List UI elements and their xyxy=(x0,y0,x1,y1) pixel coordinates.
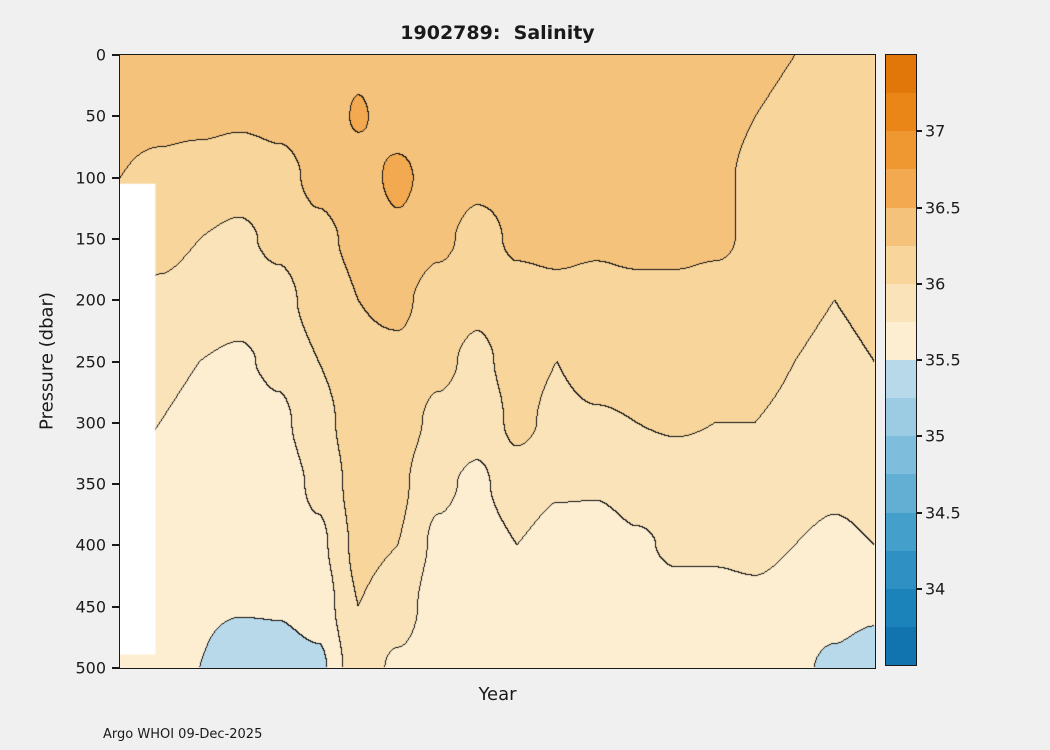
colorbar-tick-label: 36.5 xyxy=(925,198,961,217)
colorbar-tick-label: 35.5 xyxy=(925,350,961,370)
colorbar-band xyxy=(886,360,916,399)
colorbar-band xyxy=(886,588,916,627)
colorbar-band xyxy=(886,398,916,437)
attribution-text: Argo WHOI 09-Dec-2025 xyxy=(103,727,263,742)
y-tick-mark xyxy=(112,237,120,240)
colorbar-band xyxy=(886,321,916,360)
colorbar-band xyxy=(886,245,916,284)
y-tick-label: 150 xyxy=(75,229,106,249)
colorbar-tick-label: 37 xyxy=(925,121,946,141)
colorbar-band xyxy=(886,512,916,551)
y-tick-mark xyxy=(112,54,120,56)
y-tick-mark xyxy=(112,115,120,118)
colorbar-band xyxy=(886,207,916,246)
colorbar-band xyxy=(886,474,916,513)
y-tick-mark xyxy=(112,176,120,179)
y-tick-mark xyxy=(112,605,120,608)
y-tick-mark xyxy=(112,544,120,547)
x-axis-label: Year xyxy=(478,684,517,705)
y-tick-label: 200 xyxy=(75,290,106,310)
y-tick-label: 350 xyxy=(75,474,106,494)
colorbar-tick-mark xyxy=(916,435,922,438)
y-tick-label: 100 xyxy=(75,168,106,188)
y-tick-label: 300 xyxy=(75,413,106,433)
y-tick-mark xyxy=(112,483,120,486)
colorbar-band xyxy=(886,55,916,94)
colorbar-band xyxy=(886,93,916,132)
colorbar xyxy=(885,54,917,666)
y-tick-label: 0 xyxy=(95,45,106,65)
colorbar-tick-label: 35 xyxy=(925,426,946,446)
y-tick-mark xyxy=(112,360,120,363)
colorbar-band xyxy=(886,283,916,322)
colorbar-tick-label: 34 xyxy=(925,579,946,599)
colorbar-band xyxy=(886,550,916,589)
y-tick-label: 400 xyxy=(75,535,106,555)
colorbar-tick-mark xyxy=(916,282,922,285)
colorbar-tick-label: 36 xyxy=(925,274,946,294)
y-tick-label: 500 xyxy=(75,658,106,678)
y-tick-label: 50 xyxy=(85,106,106,126)
colorbar-band xyxy=(886,436,916,475)
y-tick-label: 450 xyxy=(75,597,106,617)
chart-title: 1902789: Salinity xyxy=(400,22,595,44)
colorbar-tick-mark xyxy=(916,511,922,514)
y-tick-mark xyxy=(112,667,120,669)
plot-frame xyxy=(119,54,876,669)
colorbar-tick-label: 34.5 xyxy=(925,503,961,522)
colorbar-band xyxy=(886,131,916,170)
contour-canvas xyxy=(120,55,875,668)
colorbar-band xyxy=(886,169,916,208)
colorbar-tick-mark xyxy=(916,587,922,590)
y-tick-mark xyxy=(112,421,120,424)
colorbar-tick-mark xyxy=(916,130,922,133)
colorbar-tick-mark xyxy=(916,359,922,361)
colorbar-tick-mark xyxy=(916,206,922,209)
y-tick-label: 250 xyxy=(75,352,106,371)
colorbar-band xyxy=(886,626,916,665)
y-tick-mark xyxy=(112,299,120,302)
